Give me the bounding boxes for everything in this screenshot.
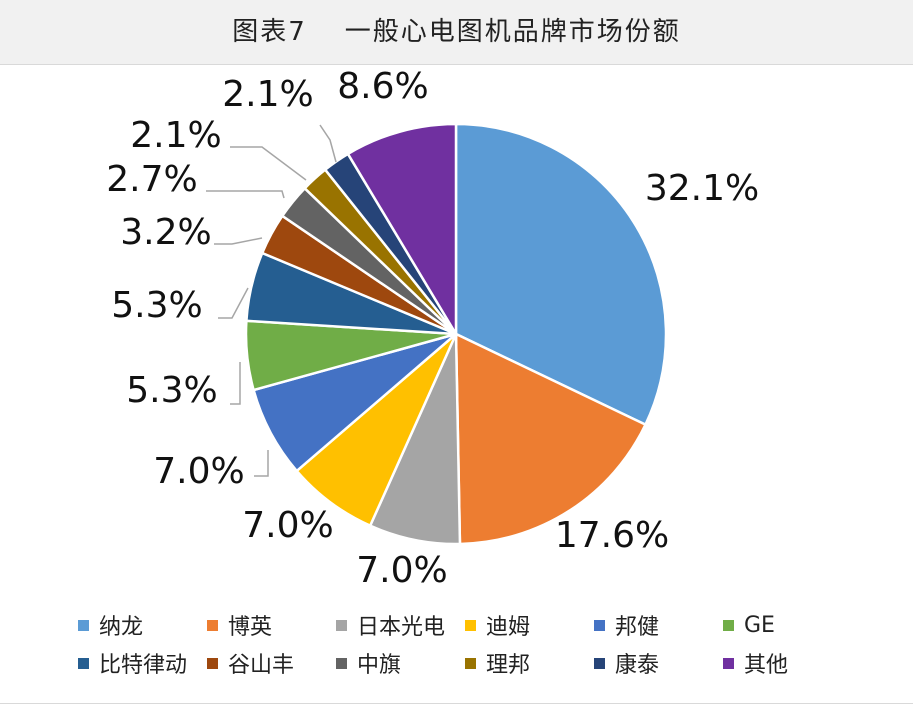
legend-item: 中旗 bbox=[336, 647, 465, 679]
leader-line-7 bbox=[218, 287, 249, 319]
leader-line-11 bbox=[319, 124, 337, 163]
legend-item: 纳龙 bbox=[78, 609, 207, 641]
legend-item: 比特律动 bbox=[78, 647, 207, 679]
legend: 纳龙 博英 日本光电 迪姆 邦健 GE 比特律动 谷山丰 中旗 理邦 康泰 其他 bbox=[78, 606, 898, 682]
legend-label: 邦健 bbox=[615, 615, 660, 640]
legend-label: 谷山丰 bbox=[228, 653, 295, 678]
legend-swatch bbox=[465, 619, 476, 631]
legend-item: 博英 bbox=[207, 609, 336, 641]
legend-swatch bbox=[336, 619, 347, 631]
legend-swatch bbox=[594, 657, 605, 669]
legend-swatch bbox=[336, 657, 347, 669]
data-label-1: 32.1% bbox=[645, 168, 759, 209]
legend-label: 迪姆 bbox=[486, 615, 531, 640]
title-text: 一般心电图机品牌市场份额 bbox=[344, 17, 681, 47]
data-label-7: 5.3% bbox=[111, 285, 202, 326]
legend-item: GE bbox=[723, 613, 852, 638]
data-label-3: 7.0% bbox=[356, 550, 447, 591]
legend-item: 日本光电 bbox=[336, 609, 465, 641]
legend-item: 迪姆 bbox=[465, 609, 594, 641]
legend-swatch bbox=[207, 657, 218, 669]
legend-swatch bbox=[723, 619, 734, 631]
legend-swatch bbox=[594, 619, 605, 631]
title-bar bbox=[0, 0, 913, 65]
legend-label: GE bbox=[744, 612, 775, 638]
data-label-6: 5.3% bbox=[126, 370, 217, 411]
data-label-2: 17.6% bbox=[555, 515, 669, 556]
leader-line-8 bbox=[214, 237, 263, 245]
data-label-4: 7.0% bbox=[242, 505, 333, 546]
leader-line-5 bbox=[254, 450, 269, 477]
data-label-11: 2.1% bbox=[222, 74, 313, 115]
leader-line-6 bbox=[230, 362, 241, 405]
data-label-8: 3.2% bbox=[120, 212, 211, 253]
legend-row: 纳龙 博英 日本光电 迪姆 邦健 GE bbox=[78, 606, 898, 644]
legend-label: 日本光电 bbox=[357, 615, 446, 640]
legend-item: 康泰 bbox=[594, 647, 723, 679]
pie-chart: Joinchain.众成 32.1%17.6%7.0%7.0%7.0%5.3%5… bbox=[106, 66, 759, 591]
leader-line-9 bbox=[206, 190, 285, 199]
legend-swatch bbox=[207, 619, 218, 631]
pie-slice-2 bbox=[454, 331, 648, 546]
chart-title: 图表7 一般心电图机品牌市场份额 bbox=[0, 0, 913, 64]
legend-swatch bbox=[723, 657, 734, 669]
pie-slice-1 bbox=[454, 122, 668, 427]
data-label-10: 2.1% bbox=[130, 115, 221, 156]
figure-number: 图表7 bbox=[232, 17, 307, 47]
data-label-9: 2.7% bbox=[106, 159, 197, 200]
legend-item: 理邦 bbox=[465, 647, 594, 679]
legend-label: 比特律动 bbox=[99, 653, 188, 678]
legend-swatch bbox=[78, 619, 89, 631]
legend-label: 博英 bbox=[228, 615, 273, 640]
legend-item: 谷山丰 bbox=[207, 647, 336, 679]
legend-label: 纳龙 bbox=[99, 615, 144, 640]
bottom-border bbox=[0, 703, 913, 704]
data-label-12: 8.6% bbox=[337, 66, 428, 107]
legend-row: 比特律动 谷山丰 中旗 理邦 康泰 其他 bbox=[78, 644, 898, 682]
pie-slice-12 bbox=[346, 122, 458, 339]
data-label-5: 7.0% bbox=[153, 451, 244, 492]
legend-label: 理邦 bbox=[486, 653, 531, 678]
legend-swatch bbox=[78, 657, 89, 669]
legend-label: 中旗 bbox=[357, 653, 402, 678]
leader-line-10 bbox=[230, 146, 307, 181]
legend-label: 其他 bbox=[744, 653, 789, 678]
legend-label: 康泰 bbox=[615, 653, 660, 678]
legend-item: 其他 bbox=[723, 647, 852, 679]
legend-item: 邦健 bbox=[594, 609, 723, 641]
legend-swatch bbox=[465, 657, 476, 669]
